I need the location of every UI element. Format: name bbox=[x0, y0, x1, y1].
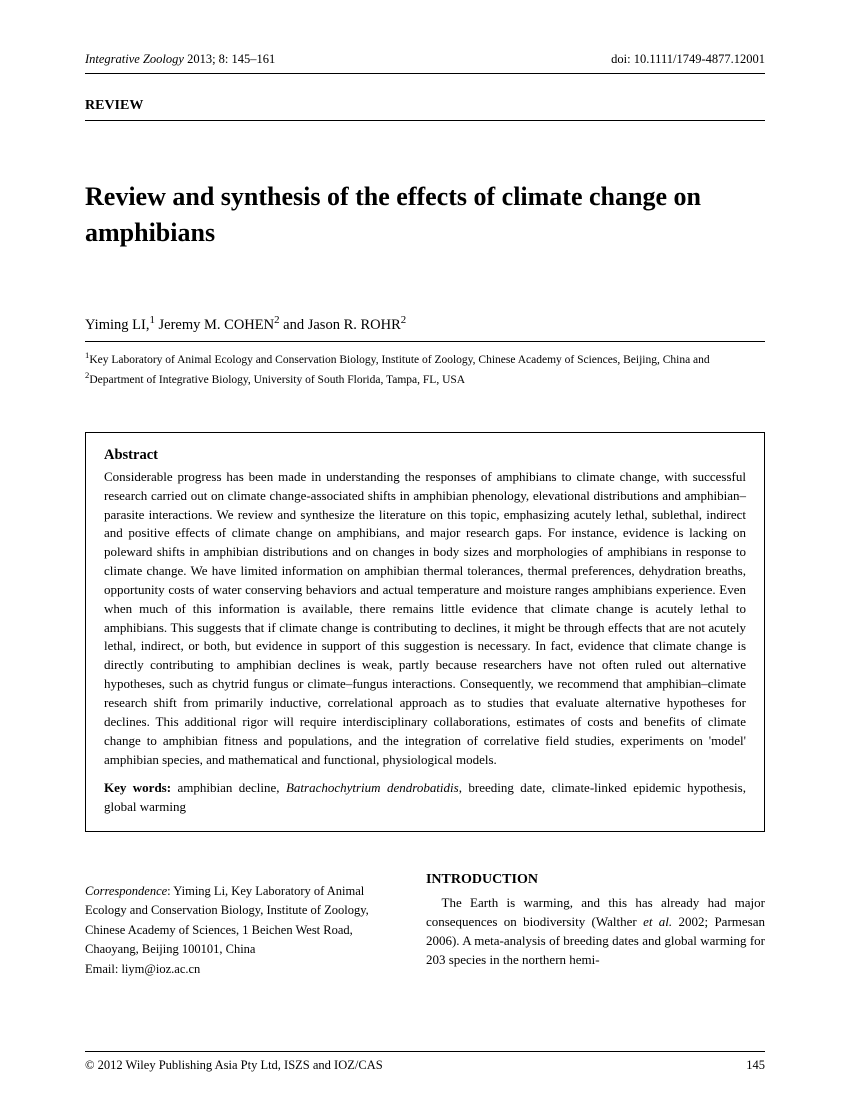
introduction-block: INTRODUCTION The Earth is warming, and t… bbox=[426, 872, 765, 979]
journal-issue: 2013; 8: 145–161 bbox=[184, 52, 275, 66]
page-footer: © 2012 Wiley Publishing Asia Pty Ltd, IS… bbox=[85, 1051, 765, 1073]
correspondence-label: Correspondence bbox=[85, 884, 167, 898]
journal-name: Integrative Zoology bbox=[85, 52, 184, 66]
header-doi: doi: 10.1111/1749-4877.12001 bbox=[611, 52, 765, 67]
abstract-heading: Abstract bbox=[104, 447, 746, 464]
authors-line: Yiming LI,1 Jeremy M. COHEN2 and Jason R… bbox=[85, 314, 765, 342]
page-number: 145 bbox=[746, 1058, 765, 1073]
introduction-heading: INTRODUCTION bbox=[426, 872, 765, 888]
email-label: Email: bbox=[85, 962, 121, 976]
abstract-text: Considerable progress has been made in u… bbox=[104, 468, 746, 770]
introduction-text: The Earth is warming, and this has alrea… bbox=[426, 894, 765, 969]
article-title: Review and synthesis of the effects of c… bbox=[85, 179, 765, 252]
copyright-text: © 2012 Wiley Publishing Asia Pty Ltd, IS… bbox=[85, 1058, 383, 1073]
correspondence-email: liym@ioz.ac.cn bbox=[121, 962, 200, 976]
correspondence-block: Correspondence: Yiming Li, Key Laborator… bbox=[85, 872, 398, 979]
running-header: Integrative Zoology 2013; 8: 145–161 doi… bbox=[85, 52, 765, 74]
header-journal: Integrative Zoology 2013; 8: 145–161 bbox=[85, 52, 275, 67]
keywords-list: amphibian decline, Batrachochytrium dend… bbox=[104, 780, 746, 814]
two-column-section: Correspondence: Yiming Li, Key Laborator… bbox=[85, 872, 765, 979]
affiliations: 1Key Laboratory of Animal Ecology and Co… bbox=[85, 349, 765, 390]
article-type-label: REVIEW bbox=[85, 98, 765, 121]
keywords-label: Key words: bbox=[104, 780, 171, 795]
keywords: Key words: amphibian decline, Batrachoch… bbox=[104, 779, 746, 817]
abstract-box: Abstract Considerable progress has been … bbox=[85, 432, 765, 832]
